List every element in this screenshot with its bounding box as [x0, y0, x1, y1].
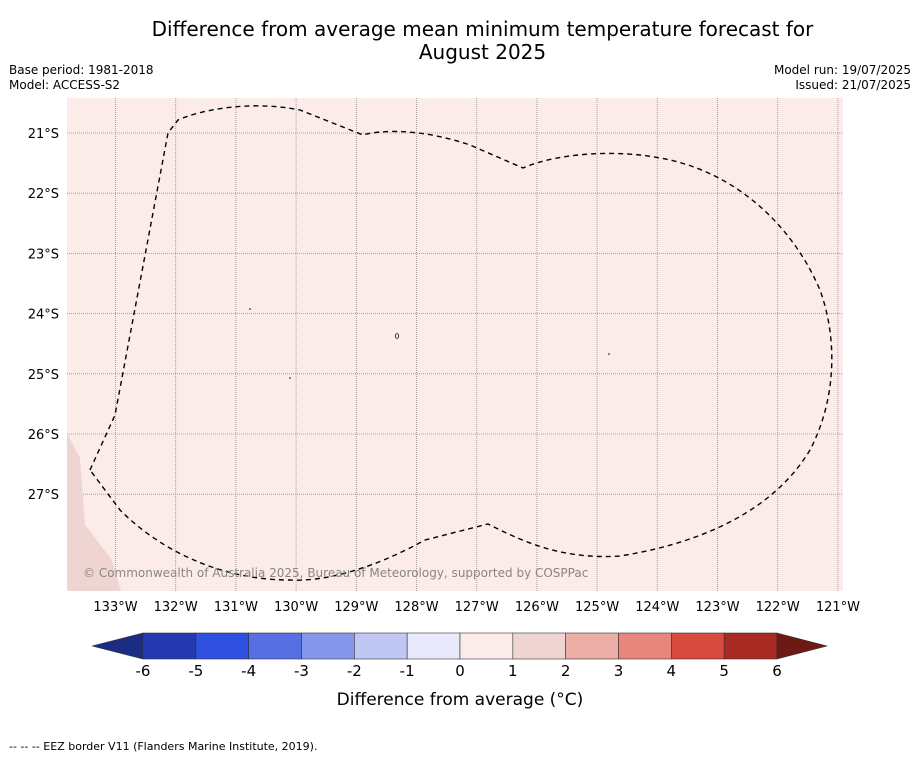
issued-date: Issued: 21/07/2025: [795, 78, 911, 92]
map-background: [67, 98, 843, 591]
base-period: Base period: 1981-2018: [9, 63, 154, 77]
longitude-label: 130°W: [274, 600, 318, 615]
model-name: Model: ACCESS-S2: [9, 78, 121, 92]
land-area: [67, 433, 121, 591]
colorbar-bin: [142, 632, 197, 660]
title-line-1: Difference from average mean minimum tem…: [151, 17, 814, 41]
longitude-label: 129°W: [334, 600, 378, 615]
meta-left: Base period: 1981-2018 Model: ACCESS-S2: [9, 63, 154, 93]
colorbar-bin: [671, 632, 725, 660]
colorbar-tick-label: 4: [667, 662, 677, 680]
longitude-labels: 133°W 132°W 131°W 130°W 129°W 128°W 127°W 126°W…: [93, 600, 860, 615]
longitude-label: 122°W: [756, 600, 800, 615]
map-islets: [249, 308, 610, 379]
colorbar-tick-label: -3: [294, 662, 309, 680]
latitude-label: 26°S: [28, 428, 59, 443]
colorbar-bin: [301, 632, 355, 660]
colorbar-tick-label: 5: [719, 662, 729, 680]
colorbar-label: Difference from average (°C): [337, 690, 584, 710]
colorbar-bin: [459, 632, 514, 660]
graticule: [67, 98, 843, 591]
colorbar-bin: [195, 632, 249, 660]
colorbar-bin: [723, 632, 778, 660]
colorbar-tick-label: -5: [188, 662, 203, 680]
copyright-text: © Commonwealth of Australia 2025, Bureau…: [83, 566, 588, 580]
colorbar: [91, 632, 829, 660]
colorbar-tick-label: 2: [561, 662, 571, 680]
colorbar-tick-label: -1: [400, 662, 415, 680]
colorbar-bin: [406, 632, 461, 660]
colorbar-bin: [354, 632, 408, 660]
colorbar-tick-labels: -6 -5 -4 -3 -2 -1 0 1 2 3 4 5 6: [136, 662, 782, 680]
longitude-label: 131°W: [214, 600, 258, 615]
colorbar-tick-label: 1: [508, 662, 518, 680]
model-run: Model run: 19/07/2025: [773, 63, 911, 77]
latitude-label: 27°S: [28, 488, 59, 503]
title-line-2: August 2025: [418, 40, 547, 64]
latitude-label: 25°S: [28, 368, 59, 383]
longitude-label: 121°W: [816, 600, 860, 615]
map-title: Difference from average mean minimum tem…: [0, 18, 919, 64]
colorbar-tick-label: 6: [772, 662, 782, 680]
latitude-label: 22°S: [28, 187, 59, 202]
longitude-label: 124°W: [635, 600, 679, 615]
latitude-label: 23°S: [28, 247, 59, 262]
meta-right: Model run: 19/07/2025 Issued: 21/07/2025: [774, 63, 911, 93]
forecast-map: © Commonwealth of Australia 2025, Bureau…: [28, 98, 860, 710]
colorbar-tick-label: -6: [136, 662, 151, 680]
longitude-label: 125°W: [575, 600, 619, 615]
longitude-label: 126°W: [515, 600, 559, 615]
latitude-label: 24°S: [28, 308, 59, 323]
latitude-labels: 21°S 22°S 23°S 24°S 25°S 26°S 27°S: [28, 127, 59, 503]
latitude-label: 21°S: [28, 127, 59, 142]
colorbar-under-arrow: [91, 632, 144, 660]
longitude-label: 132°W: [154, 600, 198, 615]
longitude-label: 133°W: [93, 600, 137, 615]
eez-legend-note: -- -- -- EEZ border V11 (Flanders Marine…: [9, 740, 318, 753]
longitude-label: 128°W: [394, 600, 438, 615]
colorbar-bin: [618, 632, 672, 660]
colorbar-tick-label: 3: [614, 662, 624, 680]
colorbar-over-arrow: [776, 632, 829, 660]
eez-border: [89, 105, 833, 581]
colorbar-tick-label: -2: [347, 662, 362, 680]
colorbar-tick-label: -4: [241, 662, 256, 680]
colorbar-bin: [512, 632, 566, 660]
longitude-label: 123°W: [695, 600, 739, 615]
longitude-label: 127°W: [455, 600, 499, 615]
colorbar-tick-label: 0: [455, 662, 465, 680]
colorbar-bin: [248, 632, 302, 660]
colorbar-bin: [565, 632, 619, 660]
